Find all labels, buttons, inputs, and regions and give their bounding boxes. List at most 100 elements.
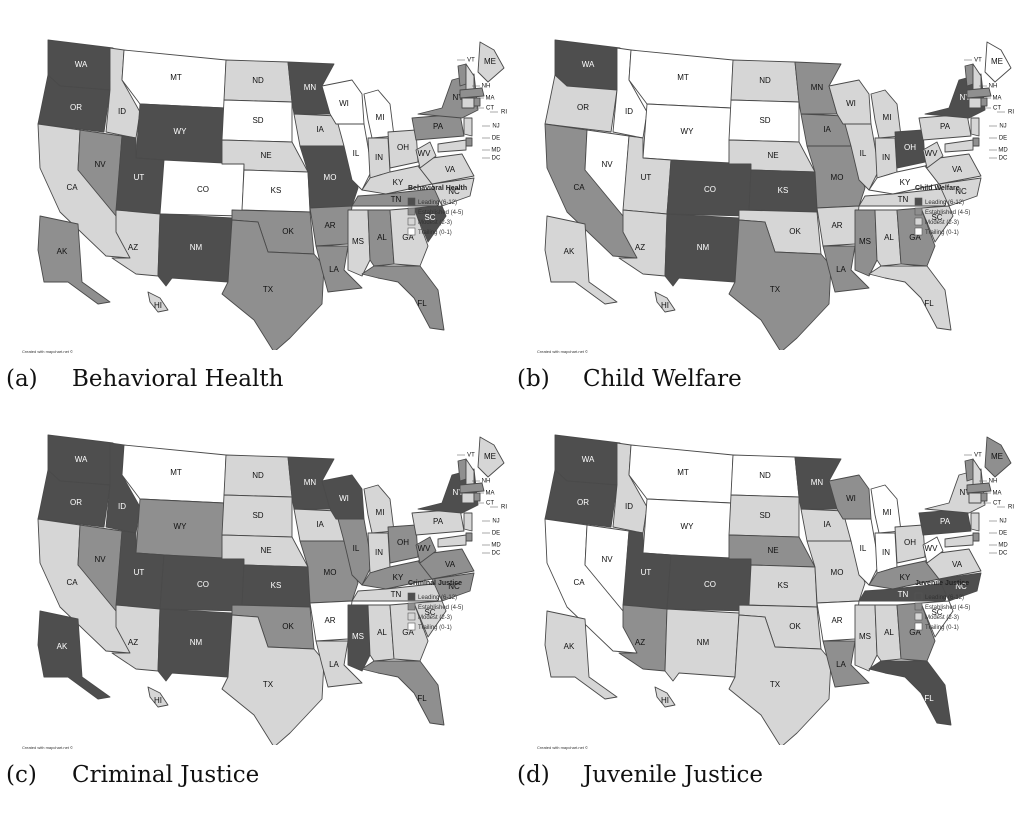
state-label-ia: IA <box>316 520 324 529</box>
state-label-ar: AR <box>831 221 842 230</box>
state-label-ma: MA <box>486 96 495 102</box>
state-ak <box>37 610 111 700</box>
state-label-ny: NY <box>452 488 464 497</box>
state-label-tn: TN <box>391 195 402 204</box>
state-label-nm: NM <box>190 243 203 252</box>
state-label-mn: MN <box>811 83 824 92</box>
state-label-tx: TX <box>770 680 781 689</box>
state-ct <box>461 492 475 504</box>
state-label-nv: NV <box>94 555 106 564</box>
state-label-nv: NV <box>601 555 613 564</box>
map-legend: Child Welfare Leading (6-12) Established (… <box>914 185 970 236</box>
state-nc <box>938 177 982 207</box>
state-label-ga: GA <box>909 628 921 637</box>
state-label-ca: CA <box>66 183 78 192</box>
state-de <box>972 137 980 147</box>
legend-swatch-established <box>914 602 923 611</box>
state-sc <box>920 600 954 638</box>
state-label-nd: ND <box>252 471 264 480</box>
state-label-ky: KY <box>393 573 404 582</box>
state-label-ut: UT <box>641 173 652 182</box>
caption-label: (a) <box>6 366 38 392</box>
state-label-dc: DC <box>999 551 1008 557</box>
state-ma <box>459 482 485 494</box>
state-label-tn: TN <box>898 195 909 204</box>
state-label-wi: WI <box>846 99 856 108</box>
state-label-ct: CT <box>486 501 494 507</box>
state-ct <box>461 97 475 109</box>
legend-swatch-trailing <box>407 622 416 631</box>
state-nj <box>463 512 473 532</box>
state-ma <box>459 87 485 99</box>
state-label-ri: RI <box>501 110 507 116</box>
legend-label-modest: Modest (2-3) <box>418 615 452 621</box>
state-md <box>944 139 974 153</box>
state-label-ks: KS <box>778 186 789 195</box>
credit-text: Created with mapchart.net © <box>22 745 73 750</box>
state-label-id: ID <box>118 107 126 116</box>
state-label-wy: WY <box>681 127 695 136</box>
state-de <box>465 137 473 147</box>
state-tn <box>351 582 443 602</box>
state-label-ks: KS <box>778 581 789 590</box>
state-label-ak: AK <box>564 247 575 256</box>
state-label-wy: WY <box>681 522 695 531</box>
state-ms <box>854 604 878 672</box>
state-label-hi: HI <box>661 696 669 705</box>
state-label-nc: NC <box>448 582 460 591</box>
state-label-mn: MN <box>304 83 317 92</box>
legend-swatch-leading <box>914 592 923 601</box>
state-label-or: OR <box>577 103 589 112</box>
state-label-ok: OK <box>789 227 801 236</box>
state-fl <box>868 265 952 331</box>
state-label-mi: MI <box>883 113 892 122</box>
state-label-ga: GA <box>909 233 921 242</box>
state-label-vt: VT <box>974 453 982 459</box>
legend-swatch-leading <box>407 197 416 206</box>
state-al <box>874 604 902 662</box>
credit-text: Created with mapchart.net © <box>537 745 588 750</box>
state-ct <box>968 492 982 504</box>
state-label-me: ME <box>991 57 1003 66</box>
state-hi <box>147 291 169 313</box>
state-label-co: CO <box>704 580 716 589</box>
caption-title: Criminal Justice <box>72 762 260 788</box>
state-oh <box>894 524 926 564</box>
state-label-hi: HI <box>661 301 669 310</box>
state-label-vt: VT <box>974 58 982 64</box>
legend-swatch-trailing <box>407 227 416 236</box>
state-fl <box>361 265 445 331</box>
legend-swatch-leading <box>914 197 923 206</box>
state-label-vt: VT <box>467 453 475 459</box>
state-label-nm: NM <box>190 638 203 647</box>
state-label-va: VA <box>952 560 963 569</box>
state-label-mo: MO <box>831 173 844 182</box>
legend-label-leading: Leading (6-12) <box>418 595 457 601</box>
state-label-ok: OK <box>282 227 294 236</box>
caption-label: (d) <box>517 762 550 788</box>
caption-label: (b) <box>517 366 550 392</box>
state-label-me: ME <box>484 452 496 461</box>
state-label-tx: TX <box>263 285 274 294</box>
state-ms <box>347 604 371 672</box>
state-md <box>437 534 467 548</box>
state-tn <box>858 187 950 207</box>
state-label-md: MD <box>491 148 501 154</box>
state-sc <box>413 600 447 638</box>
state-me <box>477 41 505 83</box>
state-label-in: IN <box>882 548 890 557</box>
state-label-ms: MS <box>352 237 364 246</box>
panel-juvenile-justice: WA OR CA NV ID MT WY UT AZ CO NM ND SD NE KS OK TX MN IA MO… <box>525 415 1015 815</box>
state-label-az: AZ <box>635 243 645 252</box>
state-label-ak: AK <box>57 642 68 651</box>
state-oh <box>387 524 419 564</box>
state-label-or: OR <box>70 498 82 507</box>
state-label-al: AL <box>884 233 894 242</box>
state-label-va: VA <box>445 560 456 569</box>
legend-label-trailing: Trailing (0-1) <box>925 625 959 631</box>
state-hi <box>147 686 169 708</box>
caption-title: Juvenile Justice <box>583 762 764 788</box>
state-tx <box>728 219 832 350</box>
state-label-wi: WI <box>846 494 856 503</box>
state-label-wy: WY <box>174 522 188 531</box>
